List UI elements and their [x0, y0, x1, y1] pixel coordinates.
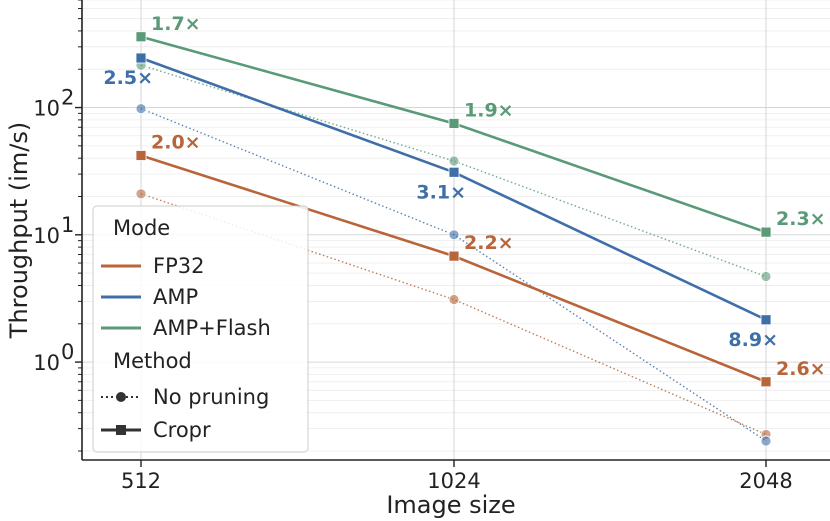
point-amp-flash-no-pruning [760, 271, 772, 282]
point-fp32-cropr [135, 150, 147, 161]
legend-amp-label: AMP [153, 285, 198, 309]
y-tick-exp-0: 0 [61, 340, 74, 364]
y-axis-title: Throughput (im/s) [5, 122, 33, 339]
point-amp-no-pruning [760, 435, 772, 447]
annotation-amp-flash-cropr-0: 1.7× [151, 13, 201, 35]
annotation-fp32-cropr-2: 2.6× [776, 358, 826, 380]
point-amp-flash-cropr [448, 118, 460, 129]
x-tick-label-2048: 2048 [739, 469, 792, 493]
x-axis-title: Image size [386, 491, 515, 519]
point-amp-cropr [448, 166, 460, 178]
point-amp-cropr [135, 52, 147, 64]
point-amp-flash-no-pruning [448, 155, 460, 167]
point-amp-no-pruning [135, 103, 147, 115]
legend: Mode FP32 AMP AMP+Flash Method No prunin… [92, 205, 309, 453]
y-tick-label-1: 10 [33, 224, 60, 248]
legend-cropr-marker [116, 425, 126, 435]
point-fp32-cropr [448, 250, 460, 262]
annotation-amp-flash-cropr-2: 2.3× [776, 208, 826, 230]
y-tick-label-0: 10 [33, 351, 60, 375]
annotation-fp32-cropr-1: 2.2× [464, 232, 514, 254]
legend-mode-title: Mode [113, 216, 170, 240]
y-tick-exp-2: 2 [61, 86, 74, 110]
axes [81, 0, 830, 461]
point-fp32-no-pruning [448, 294, 460, 305]
point-amp-flash-cropr [760, 226, 772, 238]
x-tick-label-1024: 1024 [427, 469, 480, 493]
y-tick-exp-1: 1 [61, 213, 74, 237]
legend-cropr-label: Cropr [153, 418, 211, 442]
annotation-amp-cropr-1: 3.1× [416, 181, 466, 203]
legend-fp32-label: FP32 [153, 254, 204, 278]
line-fp32-no-pruning [140, 193, 767, 436]
y-tick-label-2: 10 [33, 97, 60, 121]
legend-no-pruning-marker [116, 392, 126, 402]
annotation-fp32-cropr-0: 2.0× [151, 131, 201, 153]
point-fp32-no-pruning [135, 188, 147, 200]
annotation-amp-cropr-2: 8.9× [728, 329, 778, 351]
annotations: 2.0× 2.2× 2.6× 2.5× 3.1× 8.9× 1.7× 1.9× 2.3× [103, 13, 825, 380]
point-amp-cropr [760, 314, 772, 326]
legend-box [92, 205, 309, 453]
legend-method-title: Method [113, 349, 192, 373]
series [135, 31, 772, 447]
legend-no-pruning-label: No pruning [153, 385, 269, 409]
annotation-amp-cropr-0: 2.5× [103, 67, 153, 89]
point-amp-flash-cropr [135, 31, 147, 43]
annotation-amp-flash-cropr-1: 1.9× [464, 99, 514, 121]
legend-amp-flash-label: AMP+Flash [153, 316, 271, 340]
point-fp32-cropr [760, 376, 772, 388]
x-tick-label-512: 512 [121, 469, 161, 493]
point-amp-no-pruning [448, 229, 460, 241]
